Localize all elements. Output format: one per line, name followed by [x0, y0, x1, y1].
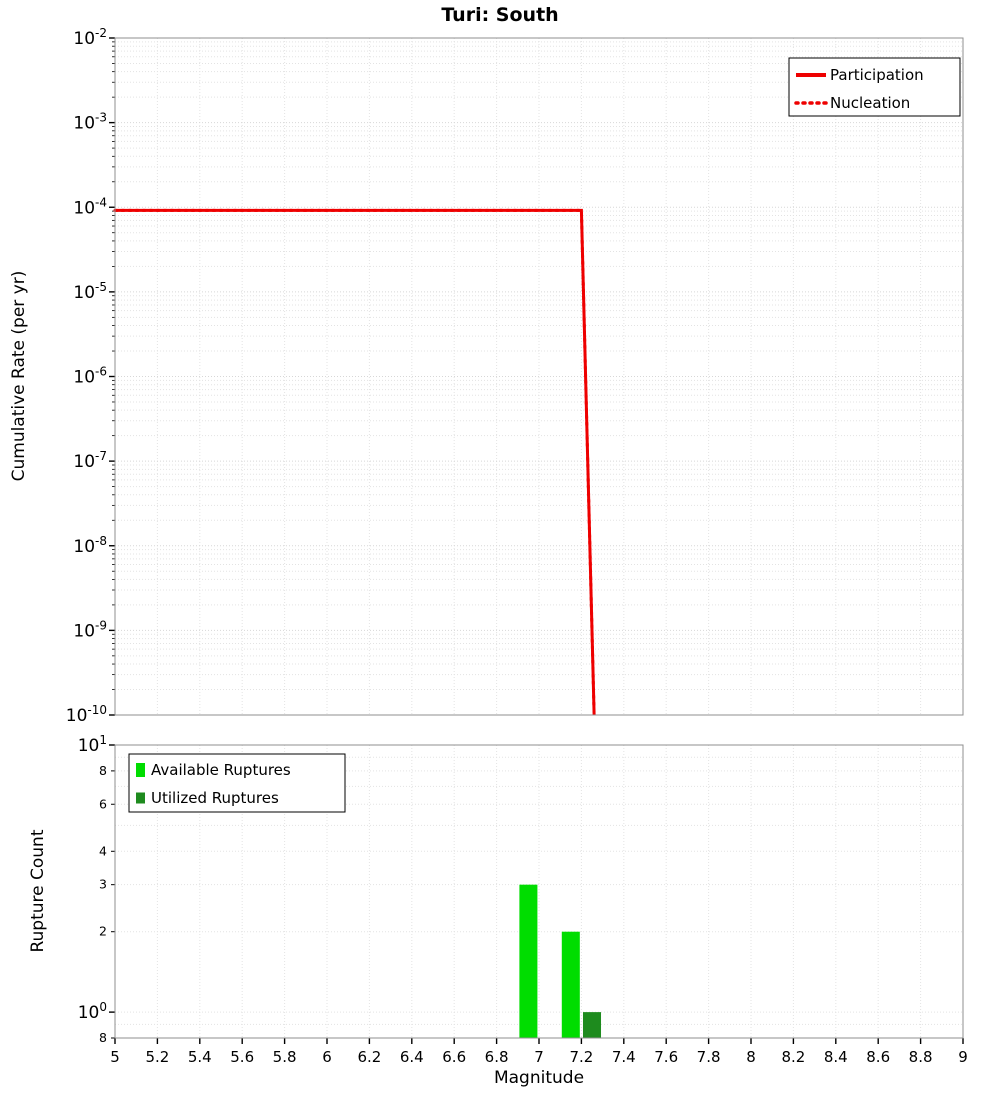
x-tick-label: 7.4: [612, 1048, 636, 1066]
rate-plot: 10-2 10-3 10-4 10-5 10-6 10-7 10-8 10-9 10-10 Par…: [66, 26, 964, 726]
x-tick-label: 5: [110, 1048, 120, 1066]
rate-legend: Participation Nucleation: [788, 57, 961, 117]
x-tick-label: 8.2: [781, 1048, 805, 1066]
rupture-bar: [582, 1012, 602, 1038]
x-tick-label: 6.6: [442, 1048, 466, 1066]
legend-label: Utilized Ruptures: [151, 789, 279, 807]
count-legend: Available Ruptures Utilized Ruptures: [128, 753, 346, 813]
x-tick-label: 8.4: [824, 1048, 848, 1066]
x-tick-label: 5.4: [188, 1048, 212, 1066]
svg-text:10-9: 10-9: [73, 618, 107, 641]
x-tick-label: 6.4: [400, 1048, 424, 1066]
legend-label: Available Ruptures: [151, 761, 291, 779]
svg-text:10-2: 10-2: [73, 26, 107, 49]
x-tick-label: 7.6: [654, 1048, 678, 1066]
svg-text:3: 3: [99, 877, 107, 892]
x-tick-label: 8.6: [866, 1048, 890, 1066]
x-tick-label: 7: [534, 1048, 544, 1066]
svg-text:10-8: 10-8: [73, 534, 107, 557]
svg-text:100: 100: [78, 1000, 107, 1023]
svg-text:101: 101: [78, 733, 107, 756]
svg-text:10-10: 10-10: [66, 703, 107, 726]
svg-text:8: 8: [99, 1030, 107, 1045]
svg-text:6: 6: [99, 796, 107, 811]
x-tick-label: 5.6: [230, 1048, 254, 1066]
x-axis-label-magnitude: Magnitude: [493, 1068, 585, 1088]
legend-label: Participation: [830, 66, 924, 84]
svg-text:10-7: 10-7: [73, 449, 107, 472]
chart-title: Turi: South: [441, 4, 559, 26]
series-nucleation: [113, 208, 596, 717]
rate-grid: [115, 38, 963, 716]
legend-label: Nucleation: [830, 94, 910, 112]
svg-text:4: 4: [99, 843, 107, 858]
svg-text:10-3: 10-3: [73, 111, 107, 134]
x-tick-label: 9: [958, 1048, 968, 1066]
x-tick-label: 5.2: [145, 1048, 169, 1066]
x-tick-label: 7.8: [697, 1048, 721, 1066]
svg-text:8: 8: [99, 763, 107, 778]
legend-swatch: [136, 792, 145, 804]
x-tick-label: 7.2: [569, 1048, 593, 1066]
x-tick-label: 5.8: [273, 1048, 297, 1066]
svg-text:10-4: 10-4: [73, 195, 107, 218]
magnitude-x-axis: 5 5.2 5.4 5.6 5.8 6 6.2 6.4 6.6 6.8 7 7.2 7.4 7.6 7.8 8…: [110, 1038, 968, 1066]
x-tick-label: 8.8: [909, 1048, 933, 1066]
x-tick-label: 6.8: [485, 1048, 509, 1066]
x-tick-label: 6.2: [357, 1048, 381, 1066]
count-y-axis: 101 100 8 6 4 3 2 8: [78, 733, 115, 1045]
rate-y-axis: 10-2 10-3 10-4 10-5 10-6 10-7 10-8 10-9 10-10: [66, 26, 115, 726]
legend-swatch: [136, 763, 145, 777]
x-tick-label: 6: [322, 1048, 332, 1066]
svg-text:10-5: 10-5: [73, 280, 107, 303]
svg-text:2: 2: [99, 924, 107, 939]
svg-text:10-6: 10-6: [73, 365, 107, 388]
rupture-bar: [519, 884, 538, 1038]
rupture-bar: [561, 931, 580, 1038]
x-tick-label: 8: [746, 1048, 756, 1066]
